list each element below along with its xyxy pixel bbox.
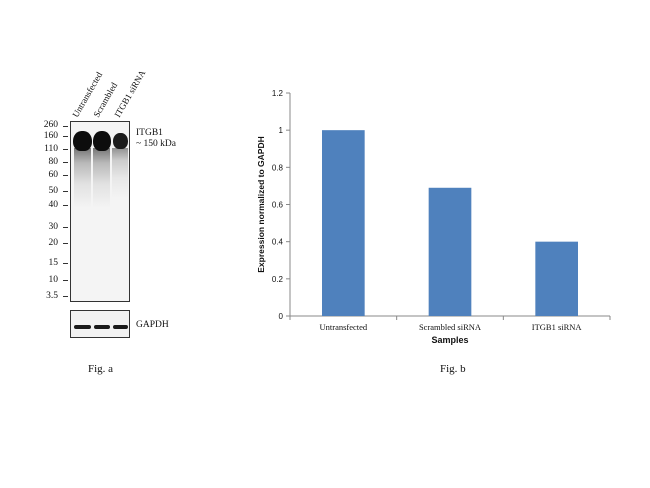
mw-tick bbox=[63, 227, 68, 228]
itgb1-band-lane-3 bbox=[113, 133, 128, 149]
blot-image-itgb1 bbox=[70, 121, 130, 302]
mw-tick bbox=[63, 126, 68, 127]
target-label: ITGB1 bbox=[136, 128, 163, 138]
mw-tick bbox=[63, 149, 68, 150]
mw-marker-110: 110 bbox=[44, 144, 58, 154]
y-tick-label: 1 bbox=[279, 126, 284, 135]
mw-tick bbox=[63, 280, 68, 281]
x-tick-label: Scrambled siRNA bbox=[419, 322, 482, 332]
mw-marker-3-5: 3.5 bbox=[46, 291, 58, 301]
gapdh-band-lane-3 bbox=[113, 325, 128, 329]
bar-3 bbox=[535, 241, 578, 316]
mw-marker-10: 10 bbox=[48, 275, 59, 285]
mw-tick bbox=[63, 162, 68, 163]
gapdh-band-lane-2 bbox=[94, 325, 110, 329]
x-axis-title: Samples bbox=[431, 335, 468, 345]
mw-marker-80: 80 bbox=[48, 157, 59, 167]
x-tick-label: ITGB1 siRNA bbox=[532, 322, 583, 332]
mw-tick bbox=[63, 175, 68, 176]
blot-smear-lane-1 bbox=[74, 148, 91, 208]
mw-marker-40: 40 bbox=[48, 200, 59, 210]
mw-marker-15: 15 bbox=[48, 258, 59, 268]
mw-marker-50: 50 bbox=[48, 186, 59, 196]
blot-image-gapdh bbox=[70, 310, 130, 338]
y-tick-label: 0.2 bbox=[272, 275, 284, 284]
x-tick-label: Untransfected bbox=[319, 322, 367, 332]
fig-a-caption: Fig. a bbox=[88, 363, 114, 375]
gapdh-band-lane-1 bbox=[74, 325, 91, 329]
mw-tick bbox=[63, 136, 68, 137]
lane-label-itgb1-sirna: ITGB1 siRNA bbox=[112, 68, 148, 119]
y-tick-label: 1.2 bbox=[272, 89, 284, 98]
y-tick-label: 0 bbox=[279, 312, 284, 321]
mw-tick bbox=[63, 296, 68, 297]
y-tick-label: 0.6 bbox=[272, 201, 284, 210]
mw-marker-60: 60 bbox=[48, 170, 59, 180]
mw-tick bbox=[63, 205, 68, 206]
mw-tick bbox=[63, 243, 68, 244]
mw-marker-20: 20 bbox=[48, 238, 59, 248]
gapdh-label: GAPDH bbox=[136, 320, 169, 330]
blot-smear-lane-2 bbox=[93, 148, 110, 208]
y-tick-label: 0.4 bbox=[272, 238, 284, 247]
bar-2 bbox=[428, 187, 472, 316]
mw-marker-30: 30 bbox=[48, 222, 59, 232]
bar-1 bbox=[322, 130, 365, 316]
y-axis-title: Expression normalized to GAPDH bbox=[256, 136, 266, 273]
itgb1-band-lane-1 bbox=[73, 131, 92, 151]
mw-tick bbox=[63, 263, 68, 264]
itgb1-band-lane-2 bbox=[93, 131, 111, 151]
mw-marker-260: 260 bbox=[43, 120, 58, 130]
blot-smear-lane-3 bbox=[112, 148, 128, 198]
mw-marker-160: 160 bbox=[43, 131, 58, 141]
target-size-label: ~ 150 kDa bbox=[136, 139, 176, 149]
bar-chart: 0 0.2 0.4 0.6 0.8 1 1.2 Untransfected Scrambled … bbox=[256, 89, 611, 345]
y-tick-label: 0.8 bbox=[272, 163, 284, 172]
mw-tick bbox=[63, 191, 68, 192]
fig-b-caption: Fig. b bbox=[440, 363, 466, 375]
